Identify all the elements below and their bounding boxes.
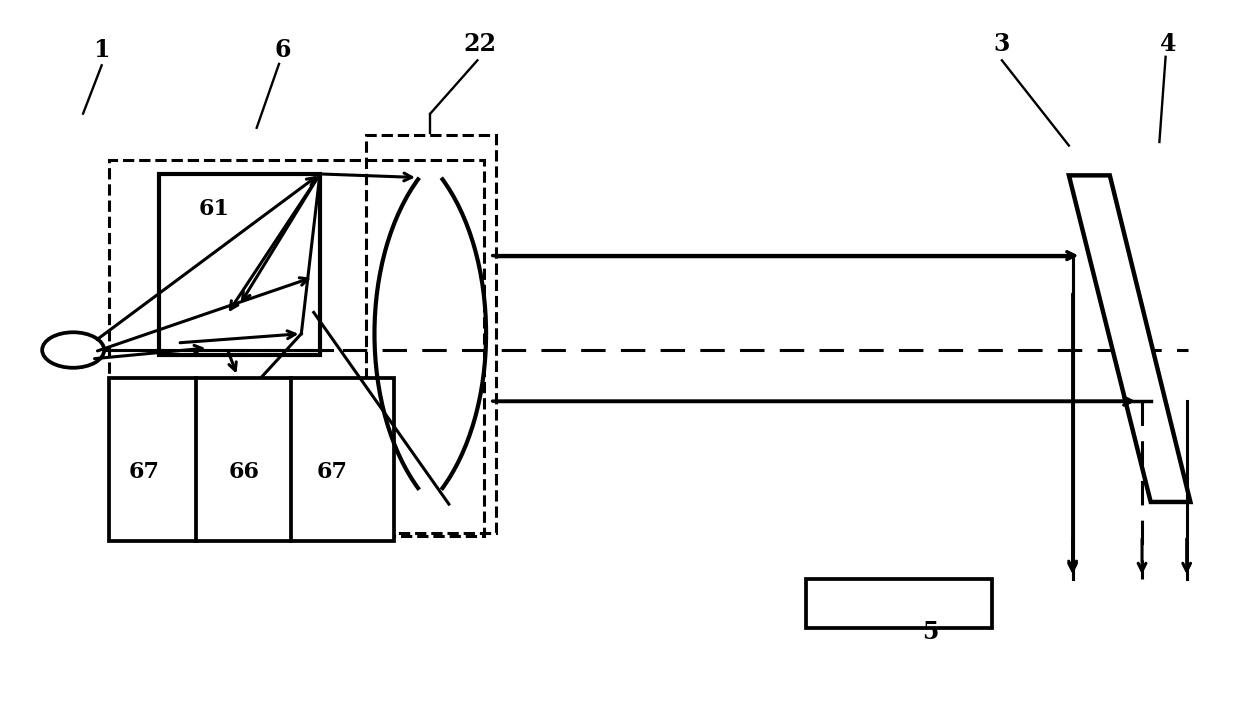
Text: 1: 1 <box>93 38 110 62</box>
Polygon shape <box>806 579 992 628</box>
Text: 67: 67 <box>317 462 347 483</box>
Text: 22: 22 <box>464 32 496 56</box>
Text: 3: 3 <box>993 32 1011 56</box>
Polygon shape <box>159 174 320 355</box>
Text: 5: 5 <box>921 620 939 644</box>
Text: 4: 4 <box>1159 32 1177 56</box>
Polygon shape <box>109 378 394 541</box>
Polygon shape <box>1069 175 1190 502</box>
Text: 6: 6 <box>274 38 291 62</box>
Text: 67: 67 <box>129 462 159 483</box>
Text: 61: 61 <box>198 199 231 220</box>
Text: 66: 66 <box>228 462 259 483</box>
